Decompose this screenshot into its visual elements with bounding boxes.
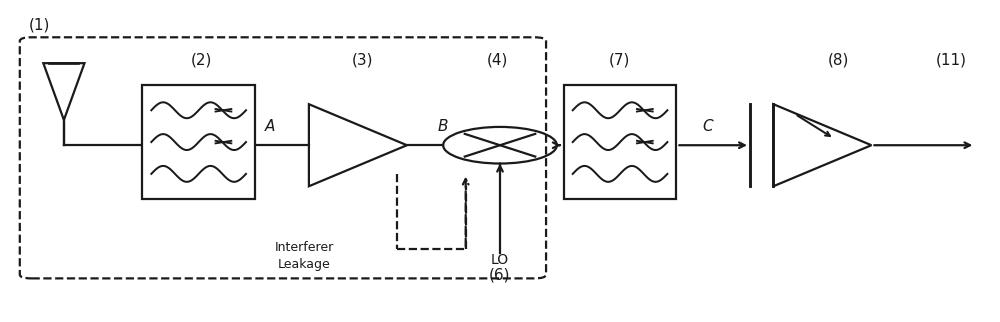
Text: (4): (4) <box>486 52 508 68</box>
Text: (6): (6) <box>489 267 511 282</box>
Bar <box>142 85 255 199</box>
Text: B: B <box>438 119 448 134</box>
Text: (11): (11) <box>935 52 966 68</box>
Text: C: C <box>702 119 713 134</box>
Text: (1): (1) <box>29 18 50 33</box>
Text: (2): (2) <box>190 52 212 68</box>
Text: A: A <box>265 119 275 134</box>
Text: Interferer
Leakage: Interferer Leakage <box>274 241 334 271</box>
Text: (7): (7) <box>609 52 630 68</box>
Text: (3): (3) <box>352 52 374 68</box>
Text: LO: LO <box>491 253 509 267</box>
Text: (8): (8) <box>827 52 849 68</box>
Bar <box>564 85 676 199</box>
